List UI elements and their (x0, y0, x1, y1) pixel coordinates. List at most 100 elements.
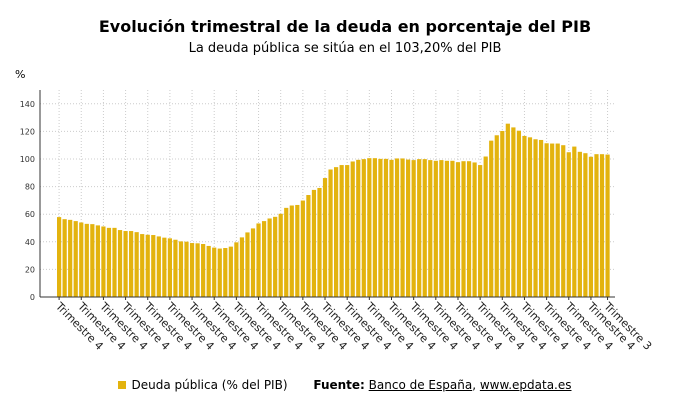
bar (212, 247, 217, 297)
bar (167, 238, 172, 297)
bar (466, 161, 472, 297)
bar (234, 242, 239, 297)
bar (306, 195, 311, 297)
bar (317, 187, 322, 297)
y-tick-label: 40 (25, 238, 35, 247)
y-tick-label: 120 (20, 127, 35, 136)
bar (345, 165, 350, 297)
bar (289, 205, 294, 297)
bar (494, 135, 499, 297)
bar (450, 160, 455, 297)
bar (588, 156, 594, 297)
bar (101, 226, 106, 297)
bar (511, 127, 516, 297)
bar (599, 154, 605, 297)
bar (478, 165, 483, 297)
bar (322, 178, 328, 297)
bar (250, 228, 256, 297)
bar (140, 234, 145, 297)
bar (145, 234, 150, 297)
bar (417, 159, 422, 297)
bar (544, 143, 549, 297)
bar (411, 160, 416, 297)
bar (245, 232, 250, 297)
bar (428, 160, 433, 297)
source-label: Fuente: (313, 378, 365, 392)
bar (522, 135, 527, 297)
bar (550, 143, 555, 297)
bar (350, 161, 355, 297)
legend-label: Deuda pública (% del PIB) (131, 378, 288, 392)
y-axis-unit: % (15, 68, 26, 81)
bar (261, 221, 267, 297)
bar (106, 227, 112, 297)
bar (206, 245, 211, 297)
bar (555, 143, 560, 297)
bar (577, 151, 582, 297)
chart-title: Evolución trimestral de la deuda en porc… (98, 17, 592, 36)
bar (184, 241, 189, 297)
bar (201, 244, 206, 297)
bar (267, 218, 272, 297)
y-tick-label: 140 (20, 100, 35, 109)
bar (594, 154, 599, 297)
bar (112, 227, 117, 297)
source-separator: , (472, 378, 477, 392)
bar (439, 160, 444, 297)
bar (489, 140, 494, 297)
bar (583, 153, 588, 297)
bar (123, 231, 128, 297)
bar (62, 219, 67, 297)
bar (561, 145, 566, 297)
bar (372, 158, 377, 297)
y-tick-label: 20 (25, 265, 35, 274)
y-tick-label: 60 (25, 210, 35, 219)
bar (117, 230, 123, 297)
bar (378, 158, 383, 297)
bar (134, 232, 139, 297)
bar (527, 137, 533, 297)
bar (178, 241, 184, 297)
bar (538, 139, 544, 297)
bar (516, 130, 522, 297)
bar (334, 167, 339, 297)
bar (84, 223, 89, 297)
legend: Deuda pública (% del PIB) Fuente: Banco … (0, 378, 690, 392)
bar (483, 156, 488, 297)
bar (173, 239, 178, 297)
bar (461, 161, 466, 297)
bar (455, 162, 461, 297)
bar (361, 159, 366, 297)
bar (533, 139, 538, 297)
bar (433, 160, 438, 297)
bar (505, 123, 510, 297)
y-tick-label: 100 (20, 155, 35, 164)
source-link-banco-espana[interactable]: Banco de España (368, 378, 473, 392)
bar (367, 158, 372, 297)
bar (566, 152, 571, 297)
legend-swatch (118, 381, 127, 389)
bar (394, 158, 400, 297)
bar (278, 213, 283, 297)
y-tick-label: 80 (25, 183, 35, 192)
bar (57, 217, 62, 297)
bar (68, 219, 73, 297)
bar (500, 130, 505, 297)
y-tick-label: 0 (30, 293, 35, 302)
bar (73, 221, 78, 297)
bar (156, 236, 161, 297)
bar (79, 222, 84, 297)
bar (228, 246, 233, 297)
source-link-epdata[interactable]: www.epdata.es (479, 378, 572, 392)
bar (300, 200, 305, 297)
bar (256, 223, 261, 297)
bar (90, 224, 95, 297)
bar (328, 169, 333, 297)
bar (129, 231, 134, 297)
bar (572, 146, 577, 297)
bar (195, 243, 200, 297)
bar (472, 162, 477, 297)
chart-subtitle: La deuda pública se sitúa en el 103,20% … (188, 41, 502, 56)
bar (273, 216, 278, 297)
